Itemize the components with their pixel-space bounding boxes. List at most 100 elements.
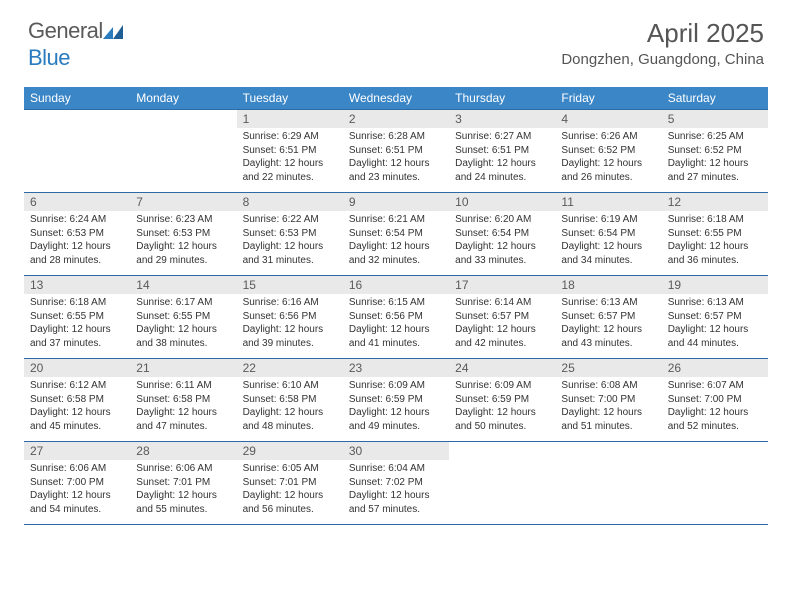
sunset-text: Sunset: 6:52 PM	[561, 144, 655, 158]
calendar-header-row: Sunday Monday Tuesday Wednesday Thursday…	[24, 87, 768, 109]
daylight-text: Daylight: 12 hours and 48 minutes.	[243, 406, 337, 433]
sunset-text: Sunset: 6:54 PM	[455, 227, 549, 241]
calendar-cell: 6Sunrise: 6:24 AMSunset: 6:53 PMDaylight…	[24, 193, 130, 275]
sunset-text: Sunset: 6:55 PM	[136, 310, 230, 324]
daylight-text: Daylight: 12 hours and 38 minutes.	[136, 323, 230, 350]
calendar-cell: 15Sunrise: 6:16 AMSunset: 6:56 PMDayligh…	[237, 276, 343, 358]
calendar-cell	[662, 442, 768, 524]
sunset-text: Sunset: 6:57 PM	[561, 310, 655, 324]
weekday-label: Saturday	[662, 87, 768, 109]
day-details: Sunrise: 6:17 AMSunset: 6:55 PMDaylight:…	[130, 294, 236, 354]
daylight-text: Daylight: 12 hours and 28 minutes.	[30, 240, 124, 267]
day-details: Sunrise: 6:15 AMSunset: 6:56 PMDaylight:…	[343, 294, 449, 354]
day-details: Sunrise: 6:24 AMSunset: 6:53 PMDaylight:…	[24, 211, 130, 271]
day-number: 12	[662, 193, 768, 211]
calendar-cell: 29Sunrise: 6:05 AMSunset: 7:01 PMDayligh…	[237, 442, 343, 524]
sunset-text: Sunset: 6:58 PM	[243, 393, 337, 407]
day-details: Sunrise: 6:27 AMSunset: 6:51 PMDaylight:…	[449, 128, 555, 188]
calendar-cell: 16Sunrise: 6:15 AMSunset: 6:56 PMDayligh…	[343, 276, 449, 358]
weekday-label: Sunday	[24, 87, 130, 109]
sunrise-text: Sunrise: 6:09 AM	[349, 379, 443, 393]
weekday-label: Thursday	[449, 87, 555, 109]
sunrise-text: Sunrise: 6:13 AM	[668, 296, 762, 310]
sunset-text: Sunset: 7:01 PM	[243, 476, 337, 490]
daylight-text: Daylight: 12 hours and 54 minutes.	[30, 489, 124, 516]
day-number: 17	[449, 276, 555, 294]
sunset-text: Sunset: 6:55 PM	[30, 310, 124, 324]
day-number: 23	[343, 359, 449, 377]
day-details: Sunrise: 6:04 AMSunset: 7:02 PMDaylight:…	[343, 460, 449, 520]
calendar-cell: 14Sunrise: 6:17 AMSunset: 6:55 PMDayligh…	[130, 276, 236, 358]
calendar-week-row: 1Sunrise: 6:29 AMSunset: 6:51 PMDaylight…	[24, 109, 768, 192]
sunset-text: Sunset: 6:54 PM	[349, 227, 443, 241]
sunset-text: Sunset: 7:02 PM	[349, 476, 443, 490]
daylight-text: Daylight: 12 hours and 57 minutes.	[349, 489, 443, 516]
day-number: 27	[24, 442, 130, 460]
day-number: 26	[662, 359, 768, 377]
sunrise-text: Sunrise: 6:07 AM	[668, 379, 762, 393]
calendar-cell	[130, 110, 236, 192]
daylight-text: Daylight: 12 hours and 49 minutes.	[349, 406, 443, 433]
day-details: Sunrise: 6:13 AMSunset: 6:57 PMDaylight:…	[555, 294, 661, 354]
sunrise-text: Sunrise: 6:27 AM	[455, 130, 549, 144]
day-number	[24, 110, 130, 114]
sunrise-text: Sunrise: 6:29 AM	[243, 130, 337, 144]
sunrise-text: Sunrise: 6:20 AM	[455, 213, 549, 227]
sunrise-text: Sunrise: 6:15 AM	[349, 296, 443, 310]
calendar-cell: 25Sunrise: 6:08 AMSunset: 7:00 PMDayligh…	[555, 359, 661, 441]
calendar-cell	[449, 442, 555, 524]
day-number: 2	[343, 110, 449, 128]
sunset-text: Sunset: 6:54 PM	[561, 227, 655, 241]
calendar-cell: 23Sunrise: 6:09 AMSunset: 6:59 PMDayligh…	[343, 359, 449, 441]
day-number: 11	[555, 193, 661, 211]
day-details: Sunrise: 6:11 AMSunset: 6:58 PMDaylight:…	[130, 377, 236, 437]
calendar-week-row: 20Sunrise: 6:12 AMSunset: 6:58 PMDayligh…	[24, 358, 768, 441]
daylight-text: Daylight: 12 hours and 24 minutes.	[455, 157, 549, 184]
weekday-label: Friday	[555, 87, 661, 109]
location-text: Dongzhen, Guangdong, China	[561, 51, 764, 68]
day-number	[449, 442, 555, 446]
calendar-cell: 27Sunrise: 6:06 AMSunset: 7:00 PMDayligh…	[24, 442, 130, 524]
calendar-cell: 24Sunrise: 6:09 AMSunset: 6:59 PMDayligh…	[449, 359, 555, 441]
day-details: Sunrise: 6:10 AMSunset: 6:58 PMDaylight:…	[237, 377, 343, 437]
sunrise-text: Sunrise: 6:25 AM	[668, 130, 762, 144]
day-number	[555, 442, 661, 446]
sunset-text: Sunset: 6:59 PM	[455, 393, 549, 407]
day-details: Sunrise: 6:06 AMSunset: 7:01 PMDaylight:…	[130, 460, 236, 520]
weekday-label: Wednesday	[343, 87, 449, 109]
day-number: 22	[237, 359, 343, 377]
weekday-label: Tuesday	[237, 87, 343, 109]
day-number: 3	[449, 110, 555, 128]
calendar-cell: 9Sunrise: 6:21 AMSunset: 6:54 PMDaylight…	[343, 193, 449, 275]
sunset-text: Sunset: 6:53 PM	[30, 227, 124, 241]
daylight-text: Daylight: 12 hours and 51 minutes.	[561, 406, 655, 433]
day-number: 10	[449, 193, 555, 211]
day-details: Sunrise: 6:26 AMSunset: 6:52 PMDaylight:…	[555, 128, 661, 188]
day-number: 28	[130, 442, 236, 460]
calendar-cell: 28Sunrise: 6:06 AMSunset: 7:01 PMDayligh…	[130, 442, 236, 524]
daylight-text: Daylight: 12 hours and 36 minutes.	[668, 240, 762, 267]
sunrise-text: Sunrise: 6:14 AM	[455, 296, 549, 310]
day-details: Sunrise: 6:20 AMSunset: 6:54 PMDaylight:…	[449, 211, 555, 271]
sunrise-text: Sunrise: 6:16 AM	[243, 296, 337, 310]
sunrise-text: Sunrise: 6:28 AM	[349, 130, 443, 144]
logo-word-general: General	[28, 18, 103, 43]
day-number: 6	[24, 193, 130, 211]
calendar-cell: 10Sunrise: 6:20 AMSunset: 6:54 PMDayligh…	[449, 193, 555, 275]
calendar-week-row: 6Sunrise: 6:24 AMSunset: 6:53 PMDaylight…	[24, 192, 768, 275]
daylight-text: Daylight: 12 hours and 32 minutes.	[349, 240, 443, 267]
daylight-text: Daylight: 12 hours and 42 minutes.	[455, 323, 549, 350]
sunset-text: Sunset: 6:58 PM	[136, 393, 230, 407]
day-number: 29	[237, 442, 343, 460]
day-number: 1	[237, 110, 343, 128]
calendar-cell: 2Sunrise: 6:28 AMSunset: 6:51 PMDaylight…	[343, 110, 449, 192]
day-details: Sunrise: 6:25 AMSunset: 6:52 PMDaylight:…	[662, 128, 768, 188]
sunset-text: Sunset: 7:00 PM	[668, 393, 762, 407]
day-details: Sunrise: 6:29 AMSunset: 6:51 PMDaylight:…	[237, 128, 343, 188]
daylight-text: Daylight: 12 hours and 39 minutes.	[243, 323, 337, 350]
sunrise-text: Sunrise: 6:18 AM	[30, 296, 124, 310]
day-details: Sunrise: 6:18 AMSunset: 6:55 PMDaylight:…	[24, 294, 130, 354]
sunrise-text: Sunrise: 6:23 AM	[136, 213, 230, 227]
daylight-text: Daylight: 12 hours and 27 minutes.	[668, 157, 762, 184]
sunrise-text: Sunrise: 6:21 AM	[349, 213, 443, 227]
